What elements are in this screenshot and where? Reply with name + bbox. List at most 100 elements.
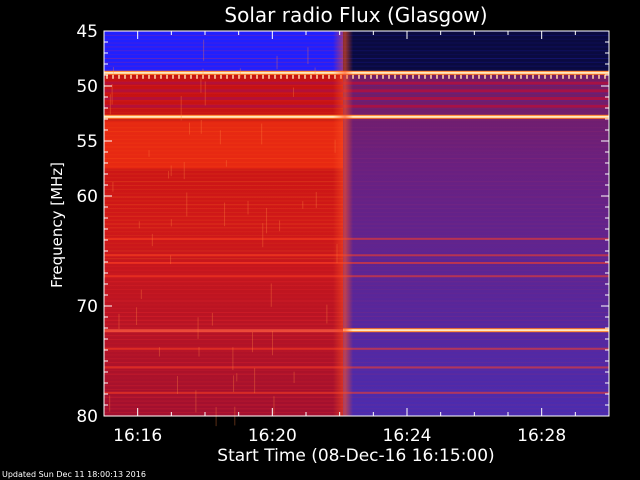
band-dot <box>232 74 234 79</box>
speckle <box>198 347 200 357</box>
channel-line <box>343 61 609 63</box>
channel-line <box>343 57 609 59</box>
channel-line <box>343 315 609 317</box>
channel-line <box>104 265 344 267</box>
channel-line <box>343 92 609 94</box>
band-dot <box>154 74 156 79</box>
band-dot <box>460 74 462 79</box>
band-dot <box>484 74 486 79</box>
band-dot <box>436 74 438 79</box>
band-dot <box>568 74 570 79</box>
speckle <box>233 375 235 392</box>
channel-line <box>104 227 344 229</box>
channel-line <box>343 134 609 136</box>
channel-line <box>104 281 344 283</box>
channel-line <box>343 300 609 302</box>
band-dot <box>514 74 516 79</box>
channel-line <box>104 296 344 298</box>
band-dot <box>208 74 210 79</box>
band-dot <box>178 74 180 79</box>
channel-line <box>104 412 344 414</box>
channel-line <box>104 50 344 52</box>
band-dot <box>148 74 150 79</box>
channel-line <box>343 242 609 244</box>
pre-event-region <box>104 31 344 416</box>
channel-line <box>104 312 344 314</box>
channel-line <box>104 308 344 310</box>
channel-line <box>343 169 609 171</box>
band-dot <box>244 74 246 79</box>
channel-line <box>343 111 609 113</box>
channel-line <box>104 369 344 371</box>
channel-line <box>343 100 609 102</box>
band-dot <box>298 74 300 79</box>
channel-line <box>343 281 609 283</box>
band-dot <box>106 74 108 79</box>
channel-line <box>104 339 344 340</box>
speckle <box>276 55 278 70</box>
speckle <box>279 220 281 232</box>
channel-line <box>343 69 609 71</box>
speckle <box>307 47 309 65</box>
channel-line <box>104 169 344 171</box>
channel-line <box>343 215 609 217</box>
speckle <box>302 201 304 209</box>
channel-line <box>104 354 344 356</box>
channel-line <box>104 54 344 56</box>
channel-line <box>104 111 344 113</box>
band-dot <box>478 74 480 79</box>
band-dot <box>304 74 306 79</box>
speckle <box>203 39 205 61</box>
channel-line <box>343 400 609 402</box>
channel-line <box>104 300 344 302</box>
speckle <box>104 269 106 278</box>
band-dot <box>196 74 198 79</box>
band-dot <box>490 74 492 79</box>
speckle <box>189 122 191 135</box>
channel-line <box>343 165 609 167</box>
speckle <box>232 347 234 371</box>
speckle <box>293 371 295 383</box>
band-dot <box>454 74 456 79</box>
speckle <box>112 181 114 192</box>
channel-line <box>343 350 609 352</box>
band-dot <box>310 74 312 79</box>
channel-line <box>343 404 609 406</box>
channel-line <box>104 389 344 391</box>
spectrogram-plot <box>103 30 610 427</box>
channel-line <box>104 211 344 213</box>
channel-line <box>104 61 344 63</box>
channel-line <box>104 365 344 367</box>
channel-line <box>104 208 344 210</box>
late-band <box>343 329 609 332</box>
channel-line <box>343 235 609 237</box>
channel-line <box>104 373 344 375</box>
channel-line <box>104 219 344 221</box>
channel-line <box>343 362 609 364</box>
band-dot <box>400 74 402 79</box>
speckle <box>202 68 204 79</box>
speckle <box>252 332 254 353</box>
x-tick-label: 16:24 <box>383 426 432 446</box>
channel-line <box>343 365 609 367</box>
band-dot <box>508 74 510 79</box>
x-tick-label: 16:16 <box>113 426 162 446</box>
channel-line <box>343 296 609 298</box>
speckle <box>170 165 172 177</box>
band-dot <box>166 74 168 79</box>
channel-line <box>343 177 609 179</box>
band-dot <box>556 74 558 79</box>
band-dot <box>598 74 600 79</box>
channel-line <box>343 339 609 340</box>
channel-line <box>104 292 344 294</box>
channel-line <box>104 77 344 79</box>
channel-line <box>343 119 609 121</box>
channel-line <box>104 231 344 233</box>
band-dot <box>220 74 222 79</box>
burst-band <box>104 121 344 169</box>
channel-line <box>104 69 344 71</box>
interference-line <box>104 275 609 278</box>
channel-line <box>104 192 344 194</box>
channel-line <box>104 181 344 183</box>
channel-line <box>104 277 344 279</box>
